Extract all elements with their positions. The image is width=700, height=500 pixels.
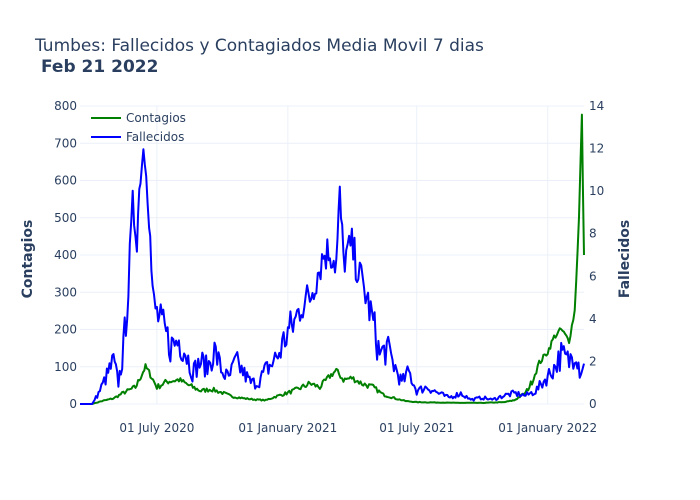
series-lines <box>80 113 585 405</box>
y2-axis-ticks: 0 2 4 6 8 10 12 14 <box>589 99 604 411</box>
y-tick-label: 700 <box>54 136 77 150</box>
legend-label-contagios: Contagios <box>126 111 186 125</box>
y-tick-label: 800 <box>54 99 77 113</box>
series-line-contagios <box>80 113 585 405</box>
x-tick-label: 01 July 2020 <box>119 421 194 435</box>
y-tick-label: 500 <box>54 211 77 225</box>
y2-tick-label: 8 <box>589 227 597 241</box>
legend[interactable]: Contagios Fallecidos <box>91 111 186 144</box>
x-axis-ticks: 01 July 2020 01 January 2021 01 July 2021 0… <box>119 421 597 435</box>
y-axis-ticks: 0 100 200 300 400 500 600 700 800 <box>54 99 77 411</box>
x-tick-label: 01 July 2021 <box>379 421 454 435</box>
y-tick-label: 0 <box>69 397 77 411</box>
y-tick-label: 600 <box>54 174 77 188</box>
y-tick-label: 200 <box>54 323 77 337</box>
x-tick-label: 01 January 2022 <box>498 421 597 435</box>
y2-tick-label: 2 <box>589 354 597 368</box>
legend-label-fallecidos: Fallecidos <box>126 130 184 144</box>
chart-title: Tumbes: Fallecidos y Contagiados Media M… <box>34 36 484 56</box>
y2-tick-label: 0 <box>589 397 597 411</box>
y-tick-label: 300 <box>54 285 77 299</box>
y2-tick-label: 12 <box>589 142 604 156</box>
x-tick-label: 01 January 2021 <box>238 421 337 435</box>
y2-axis-label: Fallecidos <box>617 220 633 298</box>
series-line-fallecidos <box>80 148 585 405</box>
y2-tick-label: 10 <box>589 184 604 198</box>
y2-tick-label: 6 <box>589 269 597 283</box>
y-axis-label: Contagios <box>20 220 36 299</box>
y2-tick-label: 4 <box>589 312 597 326</box>
chart-subtitle: Feb 21 2022 <box>41 57 158 77</box>
y-tick-label: 400 <box>54 248 77 262</box>
y2-tick-label: 14 <box>589 99 604 113</box>
y-tick-label: 100 <box>54 360 77 374</box>
grid-lines <box>80 105 584 405</box>
